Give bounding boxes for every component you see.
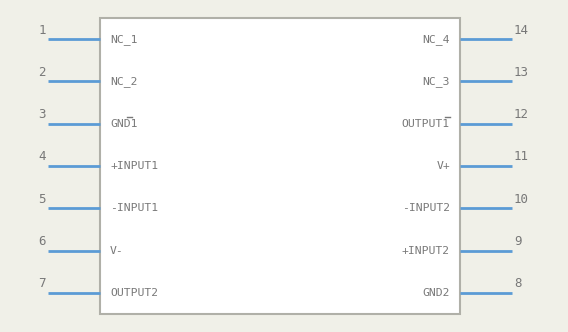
Text: GND2: GND2 <box>423 288 450 298</box>
Text: 7: 7 <box>39 277 46 290</box>
Text: V-: V- <box>110 246 124 256</box>
Bar <box>100 18 460 314</box>
Text: 14: 14 <box>514 24 529 37</box>
Text: NC_3: NC_3 <box>423 76 450 87</box>
Text: +INPUT1: +INPUT1 <box>110 161 158 171</box>
Text: 13: 13 <box>514 66 529 79</box>
Text: +INPUT2: +INPUT2 <box>402 246 450 256</box>
Text: 2: 2 <box>39 66 46 79</box>
Text: 3: 3 <box>39 108 46 121</box>
Text: 4: 4 <box>39 150 46 163</box>
Text: OUTPUT2: OUTPUT2 <box>110 288 158 298</box>
Text: 5: 5 <box>39 193 46 206</box>
Text: OUTPUT1: OUTPUT1 <box>402 119 450 129</box>
Text: 6: 6 <box>39 235 46 248</box>
Text: 9: 9 <box>514 235 521 248</box>
Text: 10: 10 <box>514 193 529 206</box>
Text: 8: 8 <box>514 277 521 290</box>
Text: V+: V+ <box>436 161 450 171</box>
Text: NC_4: NC_4 <box>423 34 450 44</box>
Text: 1: 1 <box>39 24 46 37</box>
Text: -INPUT2: -INPUT2 <box>402 203 450 213</box>
Text: -INPUT1: -INPUT1 <box>110 203 158 213</box>
Text: GND1: GND1 <box>110 119 137 129</box>
Text: 12: 12 <box>514 108 529 121</box>
Text: 11: 11 <box>514 150 529 163</box>
Text: NC_1: NC_1 <box>110 34 137 44</box>
Text: NC_2: NC_2 <box>110 76 137 87</box>
